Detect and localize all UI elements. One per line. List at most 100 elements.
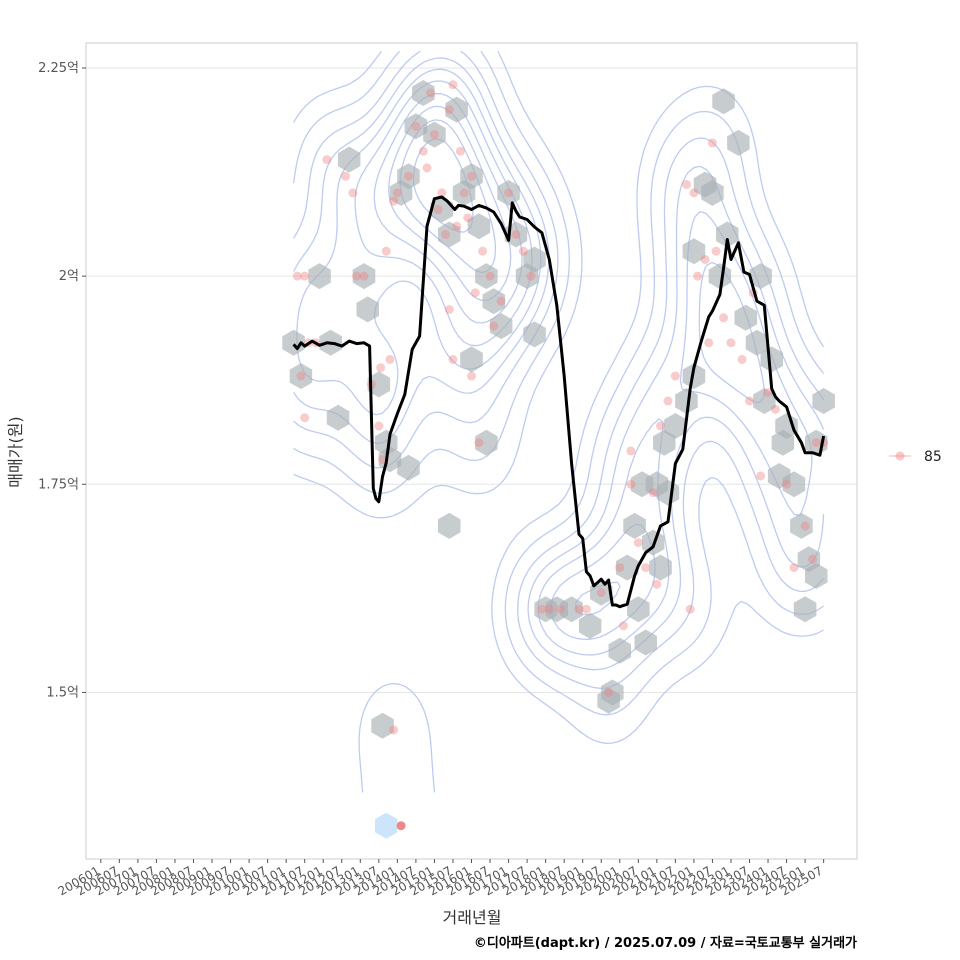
- transaction-point: [496, 296, 506, 306]
- transaction-point: [463, 213, 473, 223]
- y-tick-label: 1.5억: [46, 685, 79, 700]
- hexbin-cell: [745, 329, 769, 356]
- transaction-point: [411, 121, 421, 131]
- hexbin-cell: [352, 263, 376, 290]
- y-tick-label: 1.75억: [38, 477, 79, 492]
- hexbin-cell: [623, 512, 646, 539]
- legend: 85: [889, 449, 942, 465]
- transaction-point: [704, 338, 714, 348]
- transaction-point: [763, 388, 773, 398]
- hexbin-cell: [397, 163, 420, 190]
- hexbin-cell: [645, 471, 669, 498]
- transaction-point: [555, 604, 565, 614]
- hexbin-cell: [289, 363, 313, 390]
- transaction-point: [444, 105, 454, 115]
- transaction-point: [726, 338, 736, 348]
- hexbin-cell: [337, 146, 361, 173]
- hexbin-cell: [308, 263, 331, 290]
- transaction-point: [300, 413, 310, 423]
- hexbin-cell: [578, 612, 602, 639]
- transaction-point: [537, 604, 547, 614]
- transaction-point: [478, 246, 488, 256]
- transaction-point: [663, 396, 673, 406]
- transaction-point: [378, 454, 388, 464]
- hexbin-cell: [760, 346, 783, 373]
- hexbin-cell: [701, 179, 724, 206]
- transaction-point: [689, 188, 699, 198]
- y-tick-label: 2.25억: [38, 61, 79, 76]
- y-tick-label: 2억: [59, 269, 79, 284]
- transaction-point: [467, 371, 476, 381]
- hexbin-cell: [653, 429, 676, 456]
- transaction-point: [544, 604, 554, 614]
- hexbin-cell: [627, 596, 650, 623]
- transaction-point: [296, 371, 306, 381]
- y-axis-title: 매매가(원): [6, 416, 25, 487]
- transaction-point: [770, 404, 780, 414]
- hexbin-cell: [423, 121, 446, 148]
- density-contour: [293, 50, 825, 689]
- hexbin-cell: [812, 388, 835, 414]
- hexbin-cell: [734, 304, 758, 331]
- hexbin-cell: [326, 404, 350, 431]
- hexbin-cell: [475, 429, 498, 456]
- density-contour: [293, 50, 825, 793]
- hexbin-cell: [597, 687, 620, 714]
- hexbin-cell: [749, 263, 772, 290]
- transaction-point: [808, 554, 818, 564]
- transaction-point: [652, 579, 662, 589]
- transaction-point: [737, 354, 747, 364]
- transaction-point: [376, 363, 386, 373]
- moving-average-path: [292, 195, 826, 609]
- transaction-point: [403, 171, 413, 181]
- transaction-point: [711, 246, 721, 256]
- hexbin-cell: [482, 288, 505, 315]
- transaction-point: [392, 188, 402, 198]
- hexbin-cell: [664, 413, 687, 439]
- hexbin-cell: [371, 712, 394, 739]
- x-axis-title: 거래년월: [443, 908, 502, 927]
- transaction-point: [385, 354, 395, 364]
- hexbin-cell: [712, 88, 735, 115]
- transaction-point: [604, 687, 614, 697]
- hexbin-cell: [675, 388, 698, 414]
- legend-label: 85: [924, 449, 942, 465]
- transaction-point: [615, 563, 625, 573]
- hexbin-cell: [445, 96, 468, 123]
- caption: ©디아파트(dapt.kr) / 2025.07.09 / 자료=국토교통부 실…: [474, 935, 857, 951]
- hexbin-cell: [634, 629, 657, 656]
- hexbin-cell: [753, 388, 776, 414]
- hexbin-cell: [805, 562, 828, 589]
- hexbin-cell: [497, 179, 520, 206]
- hexbin-cell: [367, 371, 391, 398]
- hexbin-cell: [460, 346, 483, 373]
- hexbin-cell: [727, 129, 750, 156]
- transaction-point: [693, 271, 703, 281]
- transaction-point: [789, 563, 799, 573]
- transaction-point: [526, 271, 536, 281]
- moving-average-line: [292, 195, 826, 609]
- transaction-point: [581, 604, 591, 614]
- transaction-point: [670, 371, 680, 381]
- transaction-point: [782, 479, 792, 489]
- transaction-point: [352, 271, 362, 281]
- hexbin-cell: [412, 80, 435, 106]
- transaction-point: [437, 188, 447, 198]
- transaction-point: [800, 521, 810, 531]
- transaction-point: [489, 321, 499, 331]
- transaction-point: [648, 488, 658, 498]
- transaction-point: [396, 821, 406, 831]
- transaction-point: [618, 621, 628, 631]
- hexbin-cell: [682, 238, 706, 265]
- transaction-point: [452, 221, 462, 231]
- transaction-point: [641, 563, 651, 573]
- transaction-point: [745, 396, 755, 406]
- transaction-point: [292, 271, 302, 281]
- density-contour: [388, 105, 512, 302]
- hexbin-cell: [460, 163, 483, 190]
- transaction-point: [429, 130, 439, 140]
- transaction-point: [348, 188, 358, 198]
- transaction-point: [300, 271, 310, 281]
- hexbin-cell: [467, 213, 491, 240]
